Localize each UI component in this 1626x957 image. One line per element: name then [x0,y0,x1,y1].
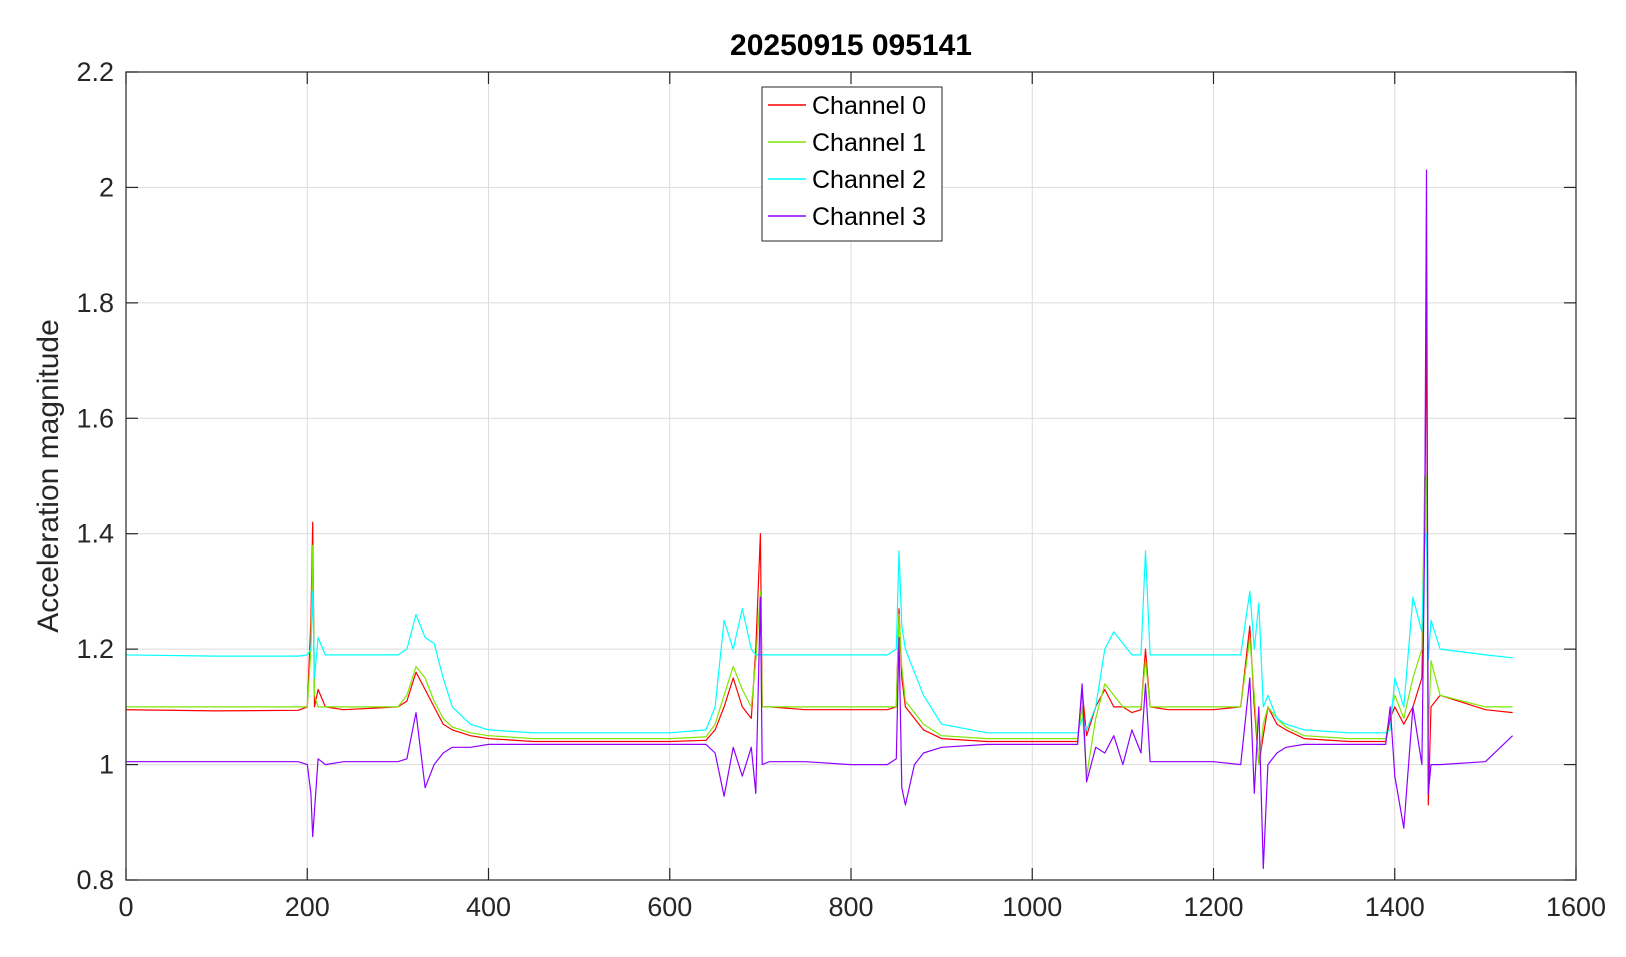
y-axis-label: Acceleration magnitude [32,319,65,633]
y-tick-label: 1.6 [76,403,114,433]
x-tick-label: 1200 [1183,892,1243,922]
y-tick-label: 1.8 [76,288,114,318]
series-line-channel-3 [126,169,1514,870]
x-axis: 0 200 400 600 800 1000 1200 1400 1600 [118,72,1606,922]
legend-label: Channel 3 [812,203,926,231]
x-tick-label: 200 [285,892,330,922]
y-tick-label: 1 [99,750,114,780]
y-tick-label: 0.8 [76,865,114,895]
y-tick-label: 2 [99,172,114,202]
y-tick-label: 1.4 [76,519,114,549]
y-tick-label: 1.2 [76,634,114,664]
legend-label: Channel 2 [812,166,926,194]
x-tick-label: 400 [466,892,511,922]
x-tick-label: 0 [118,892,133,922]
series-line-channel-1 [126,475,1513,777]
series-line-channel-0 [125,296,1513,806]
series-lines [125,169,1514,870]
x-tick-label: 1000 [1002,892,1062,922]
y-axis: 0.8 1 1.2 1.4 1.6 1.8 2 2.2 [76,57,1576,895]
x-tick-label: 600 [647,892,692,922]
series-line-channel-2 [125,533,1513,734]
x-tick-label: 1600 [1546,892,1606,922]
legend-label: Channel 0 [812,92,926,120]
x-tick-label: 1400 [1365,892,1425,922]
grid-lines [126,72,1576,880]
x-tick-label: 800 [828,892,873,922]
chart-title: 20250915 095141 [730,29,972,62]
legend: Channel 0 Channel 1 Channel 2 Channel 3 [761,86,943,242]
legend-label: Channel 1 [812,129,926,157]
y-tick-label: 2.2 [76,57,114,87]
